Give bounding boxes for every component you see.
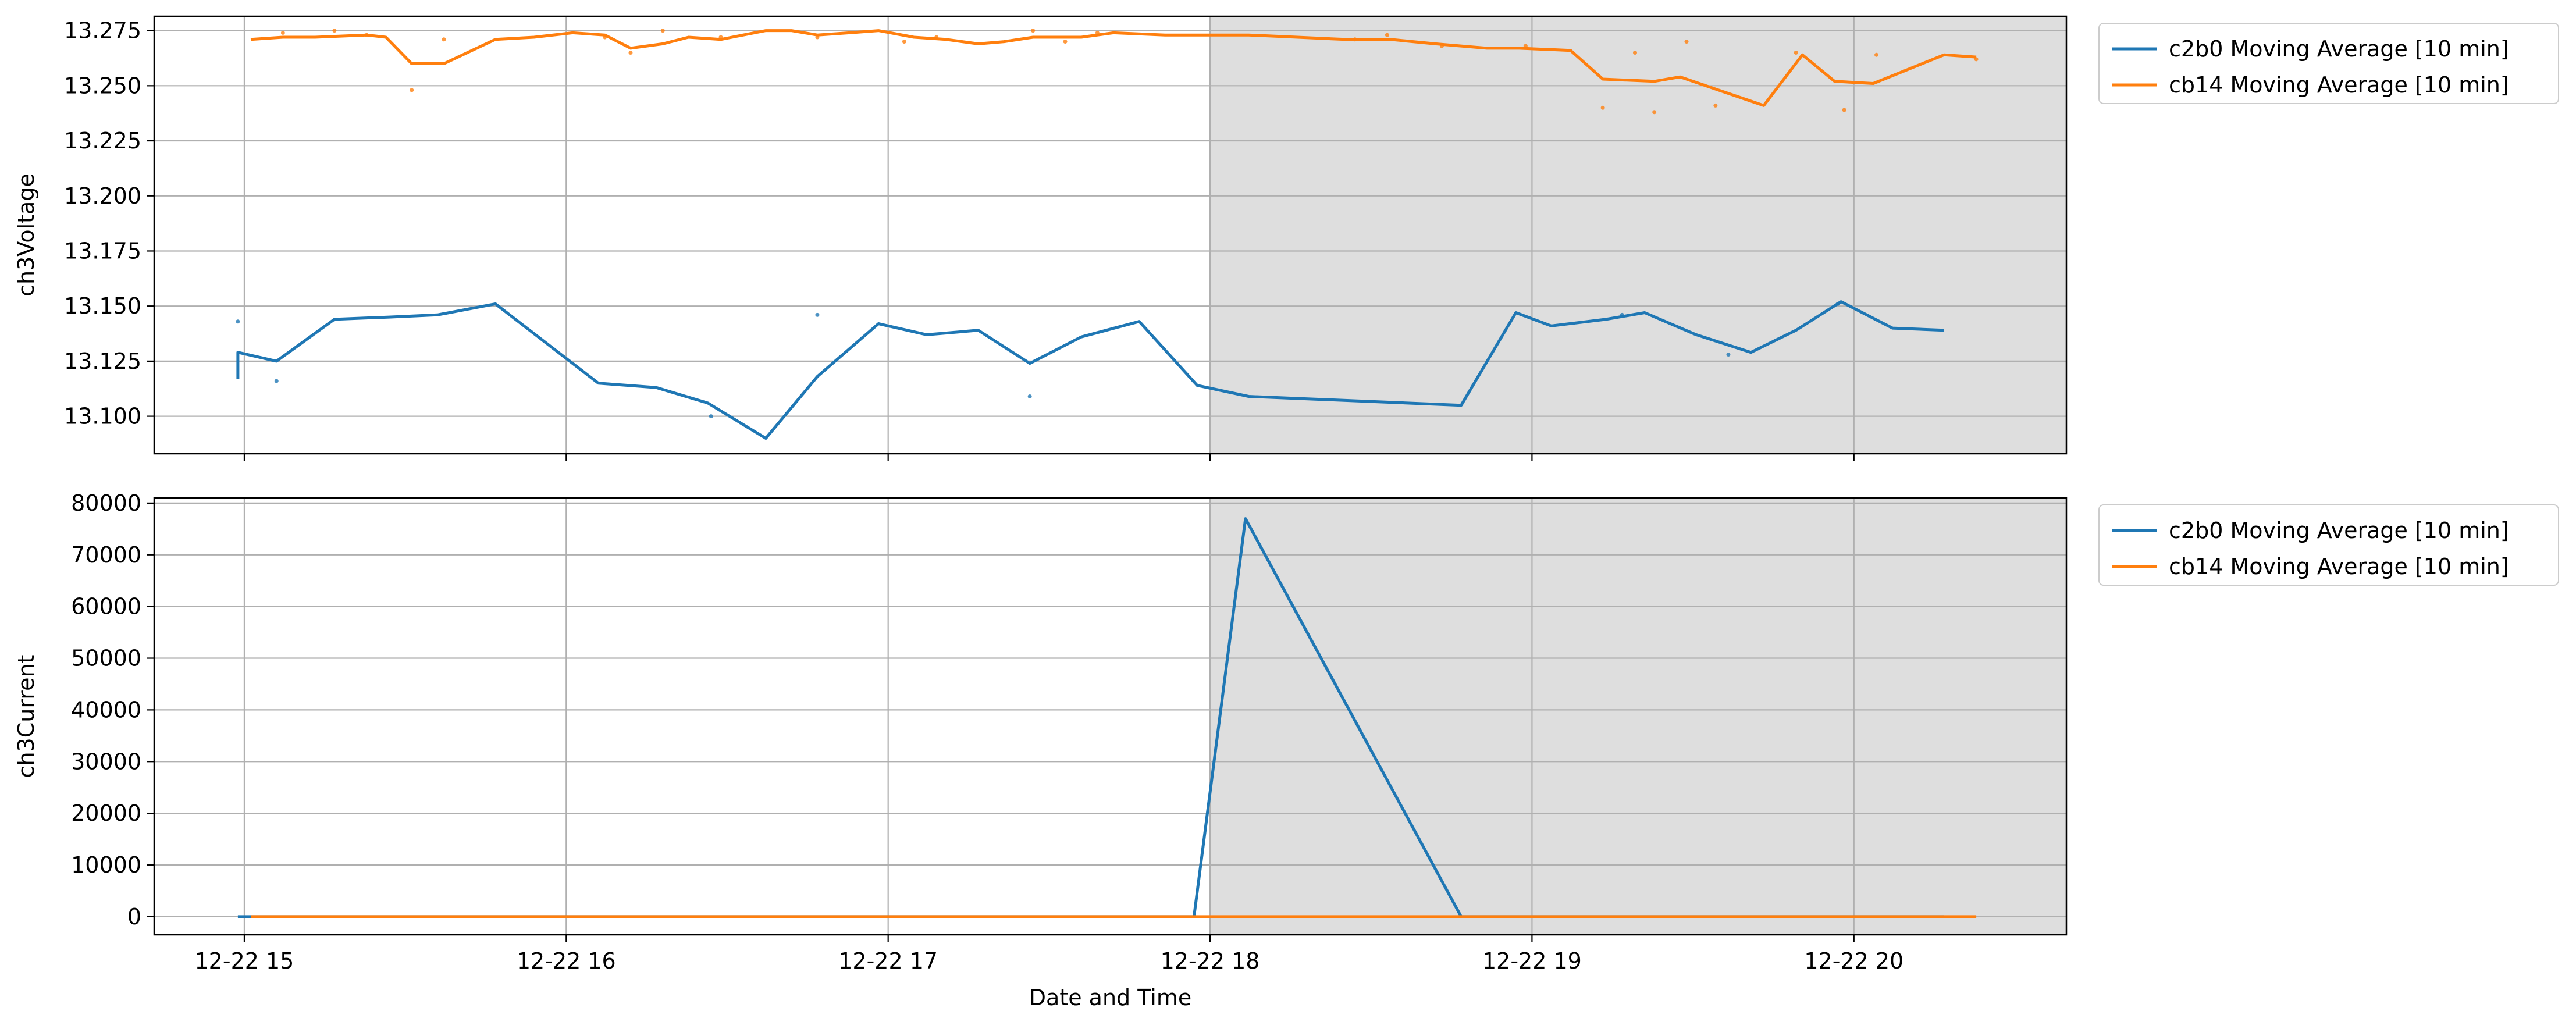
legend-entry-0: c2b0 Moving Average [10 min] (2169, 36, 2509, 62)
voltage-legend: c2b0 Moving Average [10 min] cb14 Moving … (2098, 23, 2559, 104)
legend-entry-0: c2b0 Moving Average [10 min] (2169, 518, 2509, 543)
scatter-point-cb14-16 (1385, 33, 1389, 37)
x-tick-label-5: 12-22 20 (1804, 948, 1903, 974)
series-line-c2b0 (236, 300, 1944, 440)
scatter-point-cb14-0 (280, 30, 285, 35)
x-axis-label: Date and Time (1029, 985, 1191, 1010)
y-tick-label-1: 10000 (71, 852, 141, 878)
scatter-point-cb14-5 (603, 35, 607, 40)
current-axes-frame (153, 497, 2068, 936)
series-line-cb14 (250, 29, 1977, 107)
scatter-point-cb14-19 (1600, 105, 1605, 110)
y-tick-label-2: 13.150 (64, 293, 141, 319)
voltage-shaded-region (1210, 16, 2066, 454)
scatter-point-c2b0-4 (1027, 394, 1032, 399)
y-tick-label-5: 13.225 (64, 128, 141, 154)
scatter-point-cb14-1 (332, 29, 337, 33)
legend-entry-1: cb14 Moving Average [10 min] (2169, 554, 2509, 579)
current-legend: c2b0 Moving Average [10 min] cb14 Moving … (2098, 504, 2559, 586)
y-tick-label-4: 13.200 (64, 183, 141, 209)
scatter-point-cb14-15 (1353, 37, 1357, 42)
scatter-point-c2b0-2 (709, 414, 713, 419)
x-tick-label-1: 12-22 16 (517, 948, 616, 974)
voltage-grid (154, 16, 2066, 454)
scatter-point-cb14-20 (1632, 51, 1637, 55)
scatter-point-cb14-17 (1439, 44, 1444, 48)
y-tick-label-7: 13.275 (64, 18, 141, 44)
y-tick-label-3: 30000 (71, 749, 141, 774)
scatter-point-cb14-8 (718, 35, 723, 40)
voltage-series (236, 29, 1979, 440)
y-tick-label-6: 60000 (71, 594, 141, 619)
y-tick-label-0: 13.100 (64, 404, 141, 429)
scatter-point-cb14-22 (1684, 40, 1689, 44)
legend-box (2098, 504, 2559, 586)
current-y-ticks: 0 10000 20000 30000 40000 50000 60000 70000 8000… (71, 490, 154, 930)
scatter-point-cb14-21 (1652, 110, 1657, 115)
scatter-point-cb14-24 (1794, 51, 1798, 55)
scatter-point-cb14-10 (902, 40, 906, 44)
scatter-point-cb14-12 (1031, 29, 1036, 33)
x-tick-label-3: 12-22 18 (1161, 948, 1260, 974)
y-tick-label-2: 20000 (71, 800, 141, 826)
scatter-point-cb14-23 (1713, 103, 1718, 108)
scatter-point-c2b0-1 (274, 379, 279, 383)
scatter-point-cb14-4 (442, 37, 446, 42)
scatter-point-cb14-13 (1063, 40, 1068, 44)
y-tick-label-6: 13.250 (64, 73, 141, 98)
scatter-point-cb14-2 (364, 33, 369, 37)
voltage-axes-frame (153, 15, 2068, 455)
y-tick-label-7: 70000 (71, 542, 141, 568)
scatter-point-cb14-3 (410, 88, 414, 92)
x-tick-label-2: 12-22 17 (838, 948, 938, 974)
scatter-point-cb14-9 (815, 35, 820, 40)
y-tick-label-1: 13.125 (64, 348, 141, 374)
current-grid (154, 498, 2066, 935)
scatter-point-c2b0-7 (1835, 301, 1840, 306)
scatter-point-c2b0-5 (1620, 312, 1624, 317)
x-tick-label-0: 12-22 15 (195, 948, 294, 974)
current-series (237, 517, 1977, 918)
scatter-point-cb14-26 (1874, 52, 1879, 57)
scatter-point-c2b0-3 (815, 312, 820, 317)
y-tick-label-5: 50000 (71, 646, 141, 671)
scatter-point-cb14-18 (1523, 44, 1528, 48)
current-x-ticks: 12-22 15 12-22 16 12-22 17 12-22 18 12-22 19… (195, 935, 1903, 974)
scatter-point-cb14-27 (1974, 57, 1979, 62)
voltage-x-ticks (243, 454, 1855, 461)
scatter-point-cb14-14 (1095, 30, 1100, 35)
current-y-axis-label: ch3Current (13, 655, 39, 778)
voltage-y-ticks: 13.100 13.125 13.150 13.175 13.200 13.225 13.2… (64, 18, 154, 429)
x-tick-label-4: 12-22 19 (1482, 948, 1582, 974)
voltage-panel: 13.100 13.125 13.150 13.175 13.200 13.225 13.2… (13, 15, 2559, 461)
y-tick-label-0: 0 (127, 904, 141, 930)
scatter-point-c2b0-6 (1726, 353, 1731, 357)
scatter-point-cb14-6 (628, 51, 633, 55)
scatter-point-cb14-25 (1842, 108, 1846, 112)
legend-entry-1: cb14 Moving Average [10 min] (2169, 72, 2509, 98)
voltage-y-axis-label: ch3Voltage (13, 173, 39, 297)
scatter-point-cb14-11 (934, 35, 939, 40)
y-tick-label-4: 40000 (71, 697, 141, 722)
current-panel: 0 10000 20000 30000 40000 50000 60000 70000 8000… (13, 490, 2559, 1010)
y-tick-label-8: 80000 (71, 490, 141, 516)
current-shaded-region (1210, 498, 2066, 935)
scatter-point-c2b0-0 (236, 319, 240, 324)
y-tick-label-3: 13.175 (64, 238, 141, 264)
legend-box (2098, 23, 2559, 104)
scatter-point-cb14-7 (660, 29, 665, 33)
